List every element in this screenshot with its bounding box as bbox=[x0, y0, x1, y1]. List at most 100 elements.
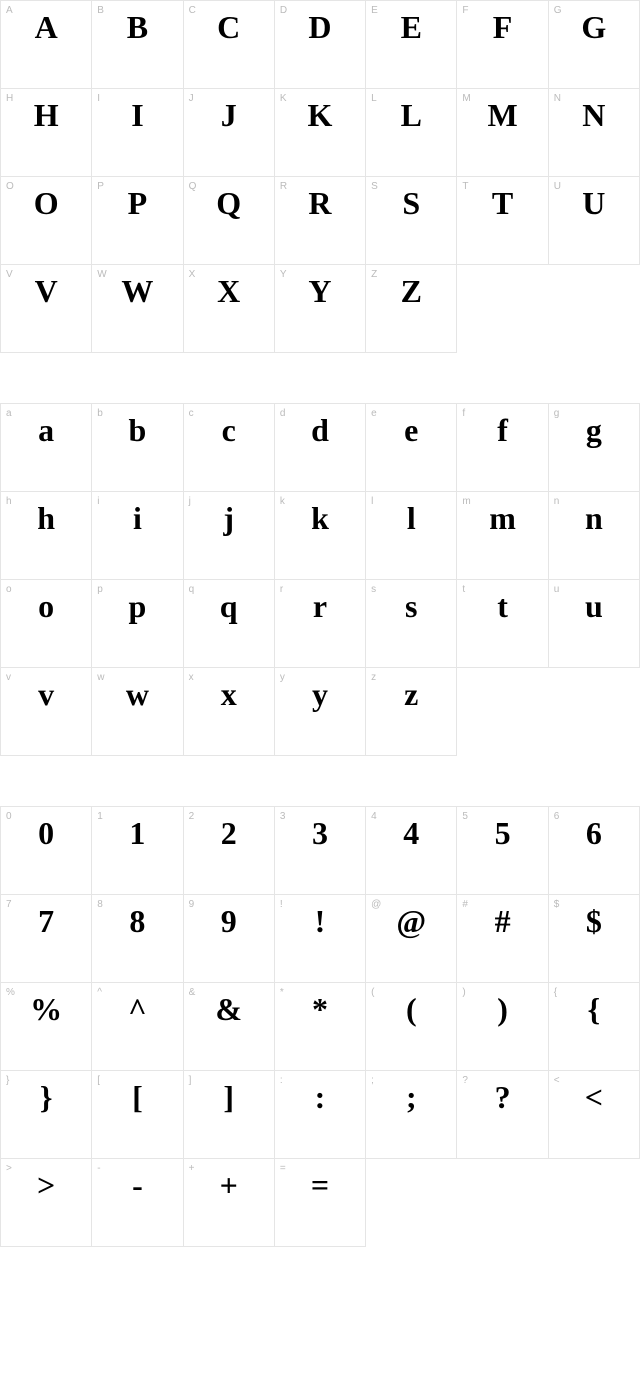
glyph-cell-label: k bbox=[280, 496, 285, 507]
glyph-cell: aa bbox=[1, 404, 92, 492]
character-map-container: AABBCCDDEEFFGGHHIIJJKKLLMMNNOOPPQQRRSSTT… bbox=[0, 0, 640, 1247]
glyph-cell-glyph: k bbox=[311, 502, 329, 534]
glyph-cell-glyph: v bbox=[38, 678, 54, 710]
glyph-cell-label: q bbox=[189, 584, 195, 595]
glyph-cell-glyph: # bbox=[495, 905, 511, 937]
glyph-cell-label: o bbox=[6, 584, 12, 595]
glyph-cell: UU bbox=[549, 177, 640, 265]
glyph-cell-label: 7 bbox=[6, 899, 12, 910]
glyph-cell-glyph: c bbox=[222, 414, 236, 446]
glyph-cell: %% bbox=[1, 983, 92, 1071]
glyph-cell-glyph: y bbox=[312, 678, 328, 710]
glyph-cell: EE bbox=[366, 1, 457, 89]
glyph-cell-label: x bbox=[189, 672, 194, 683]
glyph-cell-glyph: O bbox=[34, 187, 59, 219]
glyph-cell: {{ bbox=[549, 983, 640, 1071]
glyph-cell-label: i bbox=[97, 496, 99, 507]
glyph-cell-label: @ bbox=[371, 899, 381, 910]
glyph-cell-glyph: < bbox=[585, 1081, 603, 1113]
glyph-cell: yy bbox=[275, 668, 366, 756]
glyph-cell-label: Z bbox=[371, 269, 377, 280]
glyph-cell-glyph: m bbox=[489, 502, 516, 534]
glyph-cell: ?? bbox=[457, 1071, 548, 1159]
glyph-cell-glyph: s bbox=[405, 590, 417, 622]
glyph-cell: }} bbox=[1, 1071, 92, 1159]
glyph-cell-label: P bbox=[97, 181, 104, 192]
glyph-cell-glyph: M bbox=[487, 99, 517, 131]
glyph-cell: gg bbox=[549, 404, 640, 492]
glyph-cell-glyph: 8 bbox=[129, 905, 145, 937]
glyph-cell-label: T bbox=[462, 181, 468, 192]
glyph-cell-label: ? bbox=[462, 1075, 468, 1086]
glyph-cell-glyph: W bbox=[121, 275, 153, 307]
glyph-cell-glyph: 4 bbox=[403, 817, 419, 849]
glyph-cell-glyph: 3 bbox=[312, 817, 328, 849]
glyph-cell-glyph: X bbox=[217, 275, 240, 307]
glyph-cell-label: Q bbox=[189, 181, 197, 192]
glyph-cell-glyph: f bbox=[497, 414, 508, 446]
glyph-cell-label: % bbox=[6, 987, 15, 998]
glyph-cell-glyph: U bbox=[582, 187, 605, 219]
glyph-cell-label: E bbox=[371, 5, 378, 16]
glyph-cell: MM bbox=[457, 89, 548, 177]
glyph-cell-label: u bbox=[554, 584, 560, 595]
glyph-cell: xx bbox=[184, 668, 275, 756]
glyph-cell: ++ bbox=[184, 1159, 275, 1247]
glyph-cell-label: g bbox=[554, 408, 560, 419]
glyph-cell: DD bbox=[275, 1, 366, 89]
glyph-cell-label: S bbox=[371, 181, 378, 192]
glyph-cell-glyph: l bbox=[407, 502, 416, 534]
glyph-cell-label: 2 bbox=[189, 811, 195, 822]
glyph-cell-glyph: A bbox=[35, 11, 58, 43]
glyph-cell: hh bbox=[1, 492, 92, 580]
glyph-cell: TT bbox=[457, 177, 548, 265]
glyph-cell-label: + bbox=[189, 1163, 195, 1174]
glyph-cell: ff bbox=[457, 404, 548, 492]
glyph-cell-glyph: ] bbox=[223, 1081, 234, 1113]
glyph-cell-label: a bbox=[6, 408, 12, 419]
glyph-cell-glyph: ^ bbox=[128, 993, 147, 1025]
glyph-cell: kk bbox=[275, 492, 366, 580]
glyph-cell: pp bbox=[92, 580, 183, 668]
glyph-cell: << bbox=[549, 1071, 640, 1159]
glyph-cell-label: s bbox=[371, 584, 376, 595]
glyph-cell-glyph: F bbox=[493, 11, 513, 43]
glyph-cell: 00 bbox=[1, 807, 92, 895]
glyph-cell-label: & bbox=[189, 987, 196, 998]
glyph-cell: JJ bbox=[184, 89, 275, 177]
glyph-cell-glyph: P bbox=[128, 187, 148, 219]
glyph-cell: GG bbox=[549, 1, 640, 89]
symbols-grid: 00112233445566778899!!@@##$$%%^^&&**(())… bbox=[0, 806, 640, 1247]
glyph-cell: WW bbox=[92, 265, 183, 353]
glyph-cell-glyph: ? bbox=[495, 1081, 511, 1113]
glyph-cell: (( bbox=[366, 983, 457, 1071]
glyph-cell-label: j bbox=[189, 496, 191, 507]
glyph-cell: ;; bbox=[366, 1071, 457, 1159]
glyph-cell: mm bbox=[457, 492, 548, 580]
glyph-cell-glyph: H bbox=[34, 99, 59, 131]
glyph-cell-glyph: C bbox=[217, 11, 240, 43]
glyph-cell-glyph: 9 bbox=[221, 905, 237, 937]
glyph-cell-label: 8 bbox=[97, 899, 103, 910]
glyph-cell-glyph: 0 bbox=[38, 817, 54, 849]
glyph-cell: KK bbox=[275, 89, 366, 177]
glyph-cell-label: 9 bbox=[189, 899, 195, 910]
glyph-cell-label: K bbox=[280, 93, 287, 104]
glyph-cell: == bbox=[275, 1159, 366, 1247]
glyph-cell: 66 bbox=[549, 807, 640, 895]
glyph-cell-glyph: 5 bbox=[495, 817, 511, 849]
glyph-cell-glyph: 6 bbox=[586, 817, 602, 849]
glyph-cell: OO bbox=[1, 177, 92, 265]
glyph-cell-label: c bbox=[189, 408, 194, 419]
glyph-cell-label: z bbox=[371, 672, 376, 683]
glyph-cell-label: r bbox=[280, 584, 283, 595]
glyph-cell-label: Y bbox=[280, 269, 287, 280]
glyph-cell: ee bbox=[366, 404, 457, 492]
glyph-cell-label: 6 bbox=[554, 811, 560, 822]
glyph-cell-label: ; bbox=[371, 1075, 374, 1086]
glyph-cell: tt bbox=[457, 580, 548, 668]
glyph-cell-glyph: 2 bbox=[221, 817, 237, 849]
glyph-cell-label: H bbox=[6, 93, 13, 104]
glyph-cell-glyph: [ bbox=[132, 1081, 143, 1113]
glyph-cell-label: = bbox=[280, 1163, 286, 1174]
